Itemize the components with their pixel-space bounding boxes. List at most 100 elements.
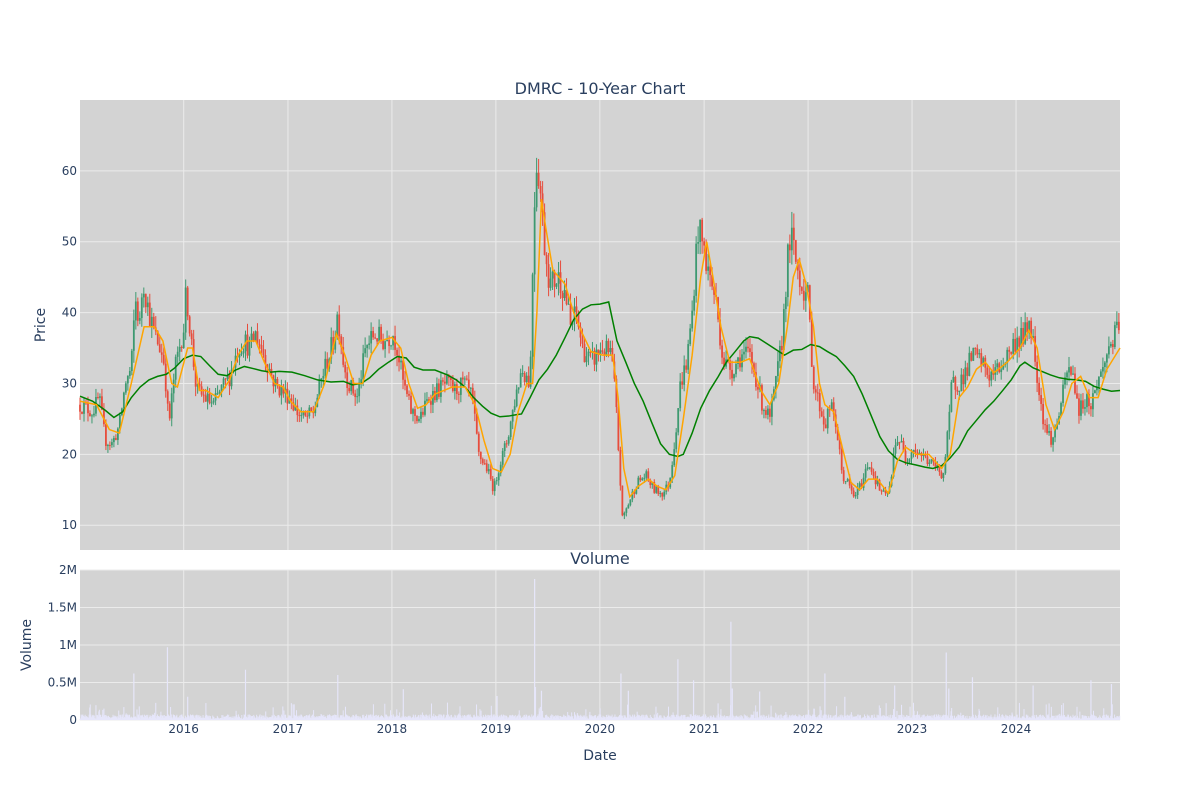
- price-candle-body: [828, 409, 831, 411]
- price-candle-body: [1066, 372, 1068, 378]
- price-candle-body: [416, 415, 418, 422]
- price-candle-body: [1113, 325, 1116, 347]
- price-candle-body: [318, 379, 321, 398]
- price-candle-body: [368, 343, 371, 346]
- price-candle-body: [784, 297, 787, 310]
- price-candle-body: [635, 488, 638, 494]
- price-candle-body: [623, 512, 626, 516]
- price-candle-body: [101, 396, 103, 410]
- price-candle-body: [866, 467, 869, 469]
- price-candle-body: [1090, 406, 1092, 410]
- price-candle-body: [280, 386, 283, 396]
- price-candle-body: [685, 365, 688, 370]
- price-candle-body: [619, 449, 622, 486]
- price-candle-body: [294, 405, 297, 411]
- price-candle-body: [701, 219, 704, 242]
- price-candle-body: [882, 490, 885, 492]
- price-candle-body: [406, 385, 408, 394]
- price-candle-body: [168, 403, 171, 419]
- price-candle-body: [1040, 395, 1042, 404]
- price-candle-body: [862, 477, 865, 488]
- price-axis-title: Price: [33, 308, 49, 342]
- price-candle-body: [1046, 424, 1048, 433]
- price-candle-body: [449, 377, 452, 381]
- price-candle-body: [878, 480, 881, 491]
- ma-long-line: [79, 301, 1121, 470]
- price-candle-body: [436, 383, 438, 401]
- price-candle-body: [529, 356, 532, 387]
- price-candle-body: [898, 442, 901, 444]
- price-candle-body: [105, 424, 107, 446]
- price-candle-body: [625, 508, 628, 513]
- price-candle-body: [651, 481, 654, 485]
- price-candle-body: [589, 351, 592, 353]
- price-candle-body: [1044, 424, 1046, 426]
- price-candle-body: [186, 287, 189, 317]
- price-candle-body: [876, 480, 879, 485]
- price-y-tick-label: 50: [62, 235, 77, 249]
- price-candle-body: [148, 302, 151, 327]
- price-candle-body: [258, 344, 261, 346]
- price-candle-body: [641, 478, 644, 481]
- price-candle-body: [745, 346, 747, 352]
- price-candle-body: [146, 302, 149, 308]
- price-candle-body: [334, 336, 337, 350]
- price-candle-body: [1002, 364, 1005, 370]
- ma-short-line: [79, 199, 1121, 499]
- price-candle-body: [761, 385, 763, 411]
- price-candle-body: [647, 471, 650, 480]
- price-candle-body: [97, 396, 99, 398]
- price-candle-body: [140, 297, 143, 319]
- price-candle-body: [978, 353, 981, 355]
- price-candle-body: [1056, 423, 1058, 429]
- price-candle-body: [130, 350, 133, 371]
- price-candle-body: [671, 465, 674, 478]
- price-candle-body: [222, 378, 225, 385]
- price-candle-body: [501, 450, 504, 465]
- price-candle-body: [374, 337, 377, 339]
- price-candle-body: [643, 477, 646, 479]
- price-candle-body: [124, 383, 127, 393]
- price-candle-body: [1070, 367, 1072, 375]
- price-candle-body: [424, 400, 426, 415]
- price-candle-body: [1036, 361, 1039, 383]
- price-candle-body: [521, 373, 524, 375]
- price-candle-body: [687, 344, 690, 370]
- price-candle-body: [1028, 320, 1031, 333]
- price-y-tick-label: 20: [62, 447, 77, 461]
- price-candle-body: [593, 351, 596, 365]
- price-candle-body: [475, 413, 478, 434]
- price-candle-body: [1117, 321, 1120, 331]
- price-candle-body: [872, 471, 875, 477]
- price-candle-body: [567, 303, 570, 305]
- price-candle-body: [322, 376, 325, 379]
- price-candle-body: [372, 331, 375, 338]
- price-candle-body: [822, 416, 825, 425]
- price-candle-body: [1054, 428, 1056, 438]
- price-candle-body: [109, 445, 111, 447]
- price-candle-body: [936, 464, 939, 467]
- price-candle-body: [134, 301, 137, 321]
- price-candle-body: [794, 240, 797, 262]
- price-candle-body: [774, 376, 777, 390]
- price-candle-body: [996, 363, 999, 368]
- price-candle-body: [210, 402, 213, 404]
- price-candle-body: [1107, 346, 1110, 355]
- x-tick-label: 2022: [793, 722, 824, 736]
- price-candle-body: [190, 333, 193, 340]
- price-candle-body: [208, 393, 211, 404]
- price-candle-body: [609, 348, 612, 353]
- price-candle-body: [404, 379, 406, 386]
- price-candle-body: [278, 384, 281, 396]
- price-candle-body: [320, 378, 323, 380]
- price-candle-body: [1006, 349, 1009, 364]
- price-candle-body: [531, 274, 534, 357]
- price-candle-body: [818, 393, 821, 412]
- price-candle-body: [661, 492, 664, 497]
- price-candle-body: [663, 491, 666, 497]
- price-candle-body: [497, 473, 500, 481]
- price-candle-body: [800, 287, 803, 291]
- price-candle-body: [252, 333, 255, 342]
- price-candle-body: [182, 332, 185, 348]
- price-candle-body: [202, 394, 205, 396]
